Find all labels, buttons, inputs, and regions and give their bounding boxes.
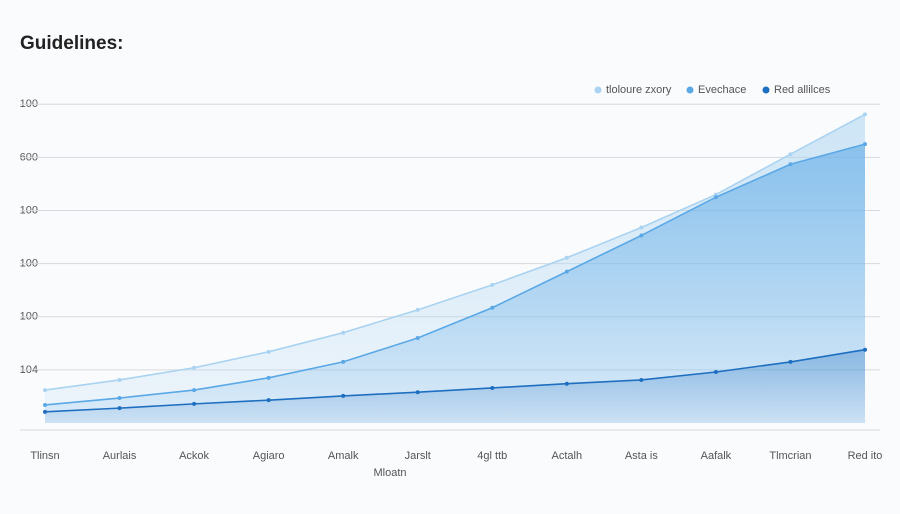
x-tick-label: Tlinsn xyxy=(30,450,59,462)
x-tick-label: Red ito xyxy=(848,450,883,462)
point xyxy=(788,359,793,364)
legend-swatch xyxy=(686,86,694,94)
point xyxy=(639,377,644,382)
point xyxy=(788,162,793,167)
legend-swatch xyxy=(594,86,602,94)
x-tick-label: Aurlais xyxy=(103,450,137,462)
point xyxy=(43,388,47,393)
point xyxy=(490,282,495,287)
x-tick-label: Jarslt xyxy=(405,450,431,462)
point xyxy=(713,370,718,374)
x-axis-label: Mloatn xyxy=(373,467,406,479)
point xyxy=(43,409,47,414)
point xyxy=(788,152,793,157)
area xyxy=(45,144,865,423)
x-tick-label: Amalk xyxy=(328,450,359,462)
point xyxy=(117,396,122,401)
point xyxy=(490,305,495,310)
x-tick-label: Ackok xyxy=(179,450,209,462)
line xyxy=(44,143,866,406)
x-tick-label: Actalh xyxy=(552,450,583,462)
point xyxy=(863,112,867,117)
point xyxy=(192,401,197,406)
x-tick-label: Asta is xyxy=(625,450,659,462)
point xyxy=(415,336,420,340)
x-tick-label: Tlmcrian xyxy=(769,450,811,462)
point xyxy=(266,375,271,380)
legend-label: Red allilces xyxy=(774,84,831,96)
legend-label: Evechace xyxy=(698,84,746,96)
point xyxy=(192,365,197,370)
point xyxy=(415,307,420,312)
point xyxy=(639,233,644,238)
point xyxy=(341,393,346,398)
chart-title: Guidelines: xyxy=(20,33,123,54)
point xyxy=(117,406,122,411)
point xyxy=(266,398,271,403)
line xyxy=(44,348,866,413)
x-tick-label: 4gl ttb xyxy=(477,450,507,462)
legend-swatch xyxy=(762,86,770,94)
point xyxy=(43,402,47,407)
point xyxy=(564,269,569,274)
point xyxy=(863,347,867,352)
point xyxy=(117,377,122,382)
point xyxy=(192,388,197,393)
x-tick-label: Agiaro xyxy=(253,450,285,462)
area xyxy=(45,349,865,423)
x-tick-label: Aafalk xyxy=(701,450,732,462)
point xyxy=(639,225,644,230)
point xyxy=(863,142,867,147)
point xyxy=(341,330,346,335)
point xyxy=(713,195,718,200)
line xyxy=(44,113,866,391)
point xyxy=(266,349,271,354)
point xyxy=(564,255,569,260)
point xyxy=(341,359,346,364)
point xyxy=(564,381,569,386)
point xyxy=(490,385,495,390)
point xyxy=(415,390,420,395)
legend-label: tloloure zxory xyxy=(606,84,672,96)
